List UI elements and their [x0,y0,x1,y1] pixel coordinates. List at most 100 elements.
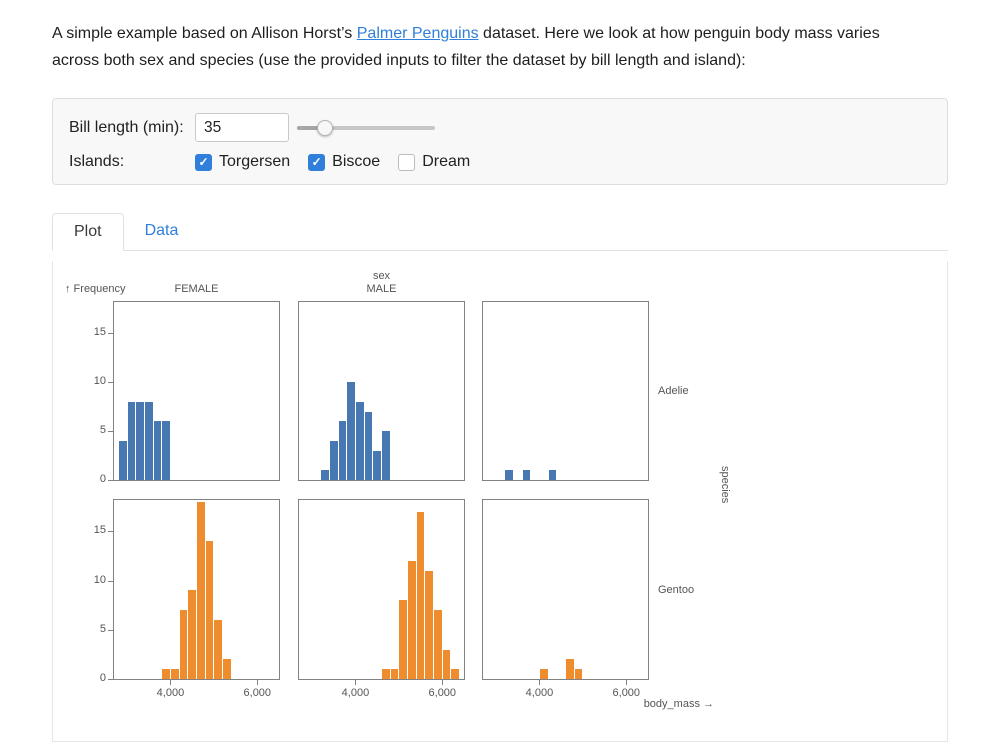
histogram-bar [127,401,136,480]
x-axis-label: body_mass → [643,698,714,710]
y-tick-mark [108,382,113,384]
histogram-bar [434,610,442,679]
tab-data[interactable]: Data [144,222,179,239]
x-tick-label: 4,000 [156,687,185,699]
intro-paragraph: A simple example based on Allison Horst’… [52,20,912,74]
histogram-bar [355,401,364,480]
y-axis-label: ↑ Frequency [65,283,126,295]
filter-panel: Bill length (min): Islands: Torgersen Bi… [52,98,948,185]
facet-col-label-male: MALE [366,283,397,295]
x-tick-label: 4,000 [341,687,370,699]
tab-plot[interactable]: Plot [52,213,124,251]
facet-col-title: sex [372,270,391,282]
y-tick-label: 5 [99,424,106,437]
palmer-penguins-link[interactable]: Palmer Penguins [356,25,479,42]
histogram-bar [179,610,188,679]
checkbox-label: Biscoe [332,153,381,170]
plot-figure: ↑ Frequency FEMALE sex MALE 0 5 10 15 0 5 10 1… [61,261,941,723]
x-tick-mark [257,679,259,685]
histogram-bar [364,411,373,480]
y-tick-label: 10 [93,375,106,388]
histogram-bar [373,450,381,480]
histogram-bar [214,620,223,679]
histogram-bar [425,570,434,679]
y-tick-label: 10 [93,573,106,586]
histogram-bar [522,470,531,480]
x-tick-mark [170,679,172,685]
y-tick-label: 15 [93,326,106,339]
histogram-bar [505,470,513,480]
histogram-bar [188,590,196,679]
islands-row: Islands: Torgersen Biscoe Dream [69,153,931,171]
slider-fill [297,125,325,130]
x-tick-label: 6,000 [243,687,272,699]
histogram-bar [548,470,557,480]
histogram-bar [408,560,416,679]
histogram-bar [574,669,583,679]
bill-length-label: Bill length (min): [69,118,184,136]
slider-handle[interactable] [316,119,333,136]
histogram-bar [153,421,162,480]
x-tick-label: 4,000 [525,687,554,699]
checkbox-icon [308,153,326,171]
x-tick-mark [442,679,444,685]
facet-panel-gentoo-female: 0 5 10 15 4,000 6,000 [94,499,280,699]
island-checkbox-dream[interactable]: Dream [398,153,470,171]
histogram-bar [136,401,144,480]
x-tick-label: 6,000 [428,687,457,699]
y-tick-mark [108,333,113,335]
y-tick-mark [108,480,113,481]
histogram-bar [223,659,231,679]
x-tick-mark [539,679,541,685]
histogram-bar [162,669,170,679]
intro-text-after: dataset. Here we look at how penguin bod… [52,25,880,69]
bill-length-row: Bill length (min): [69,113,931,142]
x-tick-mark [355,679,357,685]
facet-row-label-adelie: Adelie [658,385,689,397]
y-tick-mark [108,629,113,631]
checkbox-icon [195,153,212,171]
intro-text-before: A simple example based on Allison Horst’… [52,25,357,42]
histogram-bar [197,501,205,679]
facet-col-label-female: FEMALE [174,283,219,295]
y-tick-mark [108,580,113,582]
y-tick-mark [108,431,113,433]
histogram-bar [329,440,338,480]
facet-row-title: species [719,466,731,504]
histogram-bar [338,421,347,480]
island-checkbox-biscoe[interactable]: Biscoe [308,153,380,171]
histogram-bar [382,669,390,679]
histogram-bar [566,659,574,679]
y-tick-mark [108,679,113,680]
histogram-bar [170,669,179,679]
histogram-bar [390,669,399,679]
histogram-bar [442,649,451,679]
histogram-bar [118,440,127,480]
tab-content-card: ↑ Frequency FEMALE sex MALE 0 5 10 15 0 5 10 1… [52,261,948,742]
slider-track [297,125,435,130]
histogram-bar [416,511,425,679]
islands-label: Islands: [69,153,125,170]
histogram-bar [539,669,548,679]
histogram-bar [162,421,170,480]
x-tick-mark [626,679,628,685]
facet-row-label-gentoo: Gentoo [658,584,695,596]
checkbox-label: Torgersen [219,153,291,170]
facet-panel-adelie-blank [482,301,649,481]
checkbox-icon [398,153,416,171]
y-tick-label: 5 [99,622,106,635]
bill-length-slider[interactable] [297,119,435,136]
checkbox-label: Dream [422,153,471,170]
histogram-bar [321,470,329,480]
y-tick-mark [108,531,113,533]
histogram-bar [144,401,153,480]
y-tick-label: 0 [99,672,106,684]
histogram-bar [451,669,460,679]
y-tick-label: 15 [93,524,106,537]
histogram-bar [205,541,214,679]
histogram-bar [347,382,355,480]
tab-bar: Plot Data [52,213,948,251]
bill-length-input[interactable] [195,113,289,142]
facet-panel-gentoo-male: 4,000 6,000 [298,499,465,699]
island-checkbox-torgersen[interactable]: Torgersen [195,153,290,171]
